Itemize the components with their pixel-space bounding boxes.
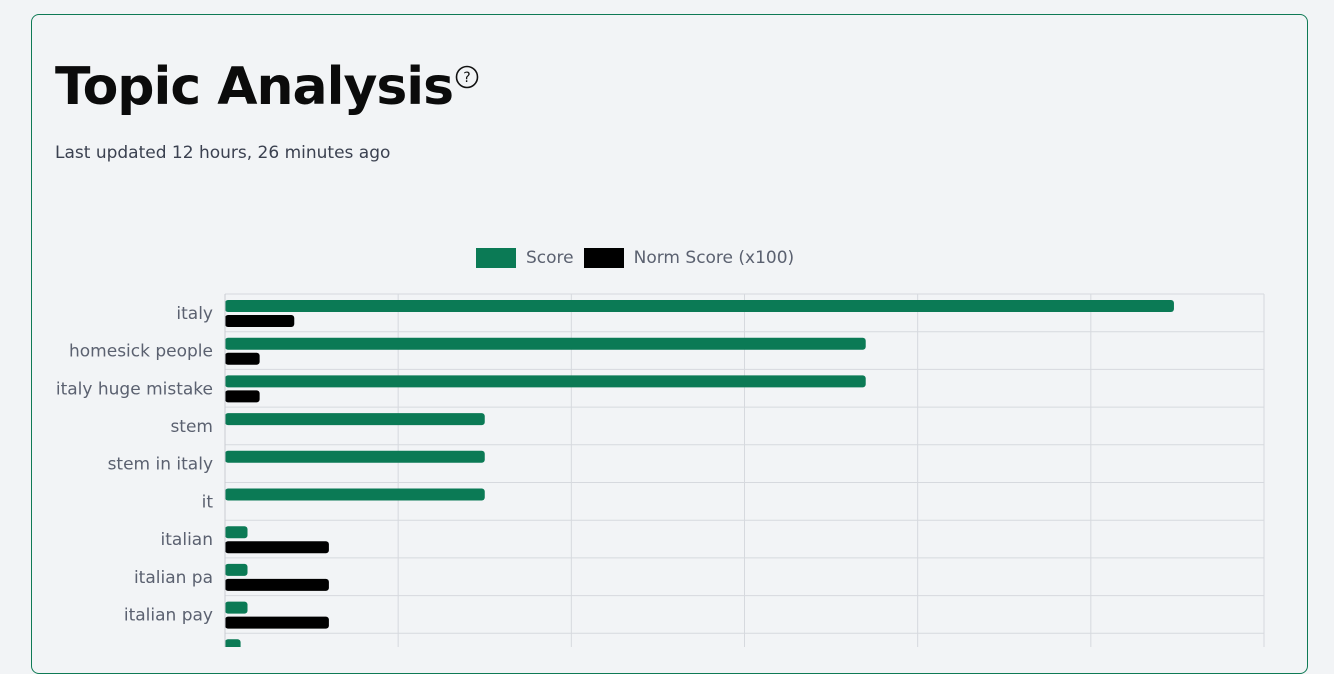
legend-label-norm-score: Norm Score (x100) <box>633 248 795 268</box>
score-bar <box>225 337 866 350</box>
score-bar <box>225 601 248 614</box>
legend-swatch-score <box>476 248 516 268</box>
title-row: Topic Analysis ? <box>55 55 479 119</box>
norm-score-bar <box>225 390 260 403</box>
page-title: Topic Analysis <box>55 57 454 117</box>
score-bar <box>225 300 1174 312</box>
category-label: italy <box>176 304 213 324</box>
category-label: italian pa <box>134 568 213 588</box>
category-label: it <box>202 492 214 512</box>
help-icon[interactable]: ? <box>455 65 479 89</box>
bar-chart: italy homesick people italy huge mistake st… <box>56 293 1265 647</box>
legend-label-score: Score <box>526 248 574 268</box>
score-bar <box>225 413 485 426</box>
legend-item-score[interactable]: Score <box>476 248 574 268</box>
norm-score-bar <box>225 616 329 629</box>
svg-text:?: ? <box>463 70 470 86</box>
category-label: homesick people <box>69 342 213 362</box>
chart-legend: Score Norm Score (x100) <box>476 248 804 268</box>
norm-score-bar <box>225 315 295 327</box>
norm-score-bar <box>225 541 329 554</box>
norm-score-bar <box>225 578 329 591</box>
score-bar <box>225 450 485 463</box>
category-label: italian pay <box>124 605 213 625</box>
norm-score-bar <box>225 352 260 365</box>
category-label: italy huge mistake <box>56 379 213 399</box>
score-bar <box>225 375 866 388</box>
last-updated-text: Last updated 12 hours, 26 minutes ago <box>55 143 391 163</box>
category-label: stem in italy <box>108 455 213 475</box>
score-bar <box>225 488 485 501</box>
score-bar <box>225 563 248 576</box>
legend-swatch-norm-score <box>583 248 624 268</box>
score-bar <box>225 526 248 539</box>
category-label: stem <box>170 417 213 437</box>
score-bar <box>225 639 241 647</box>
legend-item-norm-score[interactable]: Norm Score (x100) <box>583 248 795 268</box>
category-label: italian <box>161 530 213 550</box>
